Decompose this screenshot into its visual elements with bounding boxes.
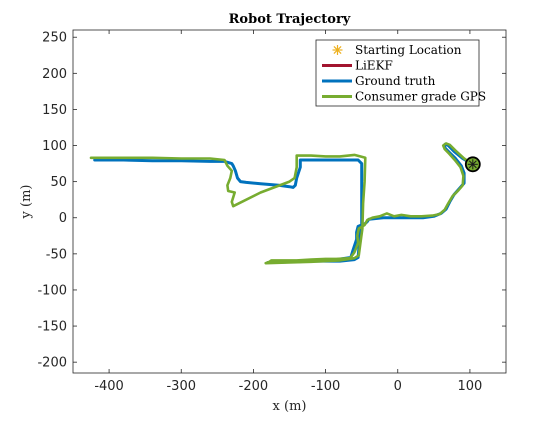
- plot-frame: [72, 29, 507, 374]
- y-axis-label: y (m): [19, 185, 34, 220]
- y-tick-label: -50: [46, 247, 67, 262]
- legend-item-ground-truth: Ground truth: [322, 74, 436, 88]
- series-layer: [89, 142, 481, 265]
- y-tick-label: 250: [42, 31, 67, 46]
- x-tick-label: 0: [394, 379, 402, 394]
- legend-item-liekf: LiEKF: [322, 59, 393, 73]
- y-tick-label: -150: [37, 320, 67, 335]
- legend-label: Starting Location: [355, 43, 462, 57]
- legend-label: LiEKF: [355, 59, 393, 73]
- x-tick-label: -200: [239, 379, 269, 394]
- legend-label: Consumer grade GPS: [355, 90, 486, 104]
- y-tick-label: 0: [59, 211, 67, 226]
- legend-item-starting-location: Starting Location: [332, 43, 462, 57]
- y-tick-label: 50: [50, 175, 67, 190]
- start-location-marker: [464, 156, 481, 173]
- chart-title: Robot Trajectory: [229, 12, 351, 27]
- start-location-asterisk-stroke: [468, 160, 477, 169]
- x-tick-label: -100: [311, 379, 341, 394]
- y-tick-label: -100: [37, 283, 67, 298]
- x-tick-label: -300: [166, 379, 196, 394]
- axes-layer: -400 -300 -200 -100 0 100 -200 -150 -100 -50 0 50 10…: [37, 30, 506, 394]
- y-tick-label: -200: [37, 356, 67, 371]
- y-tick-label: 150: [42, 103, 67, 118]
- x-tick-label: 100: [458, 379, 483, 394]
- legend-label: Ground truth: [355, 74, 436, 88]
- x-axis-label: x (m): [273, 399, 307, 414]
- legend-item-consumer-grade-gps: Consumer grade GPS: [322, 90, 486, 104]
- series-consumer-grade-gps-line: [89, 142, 475, 265]
- x-tick-label: -400: [94, 379, 124, 394]
- y-tick-label: 100: [42, 139, 67, 154]
- legend-marker-asterisk: [333, 45, 342, 55]
- y-tick-label: 200: [42, 67, 67, 82]
